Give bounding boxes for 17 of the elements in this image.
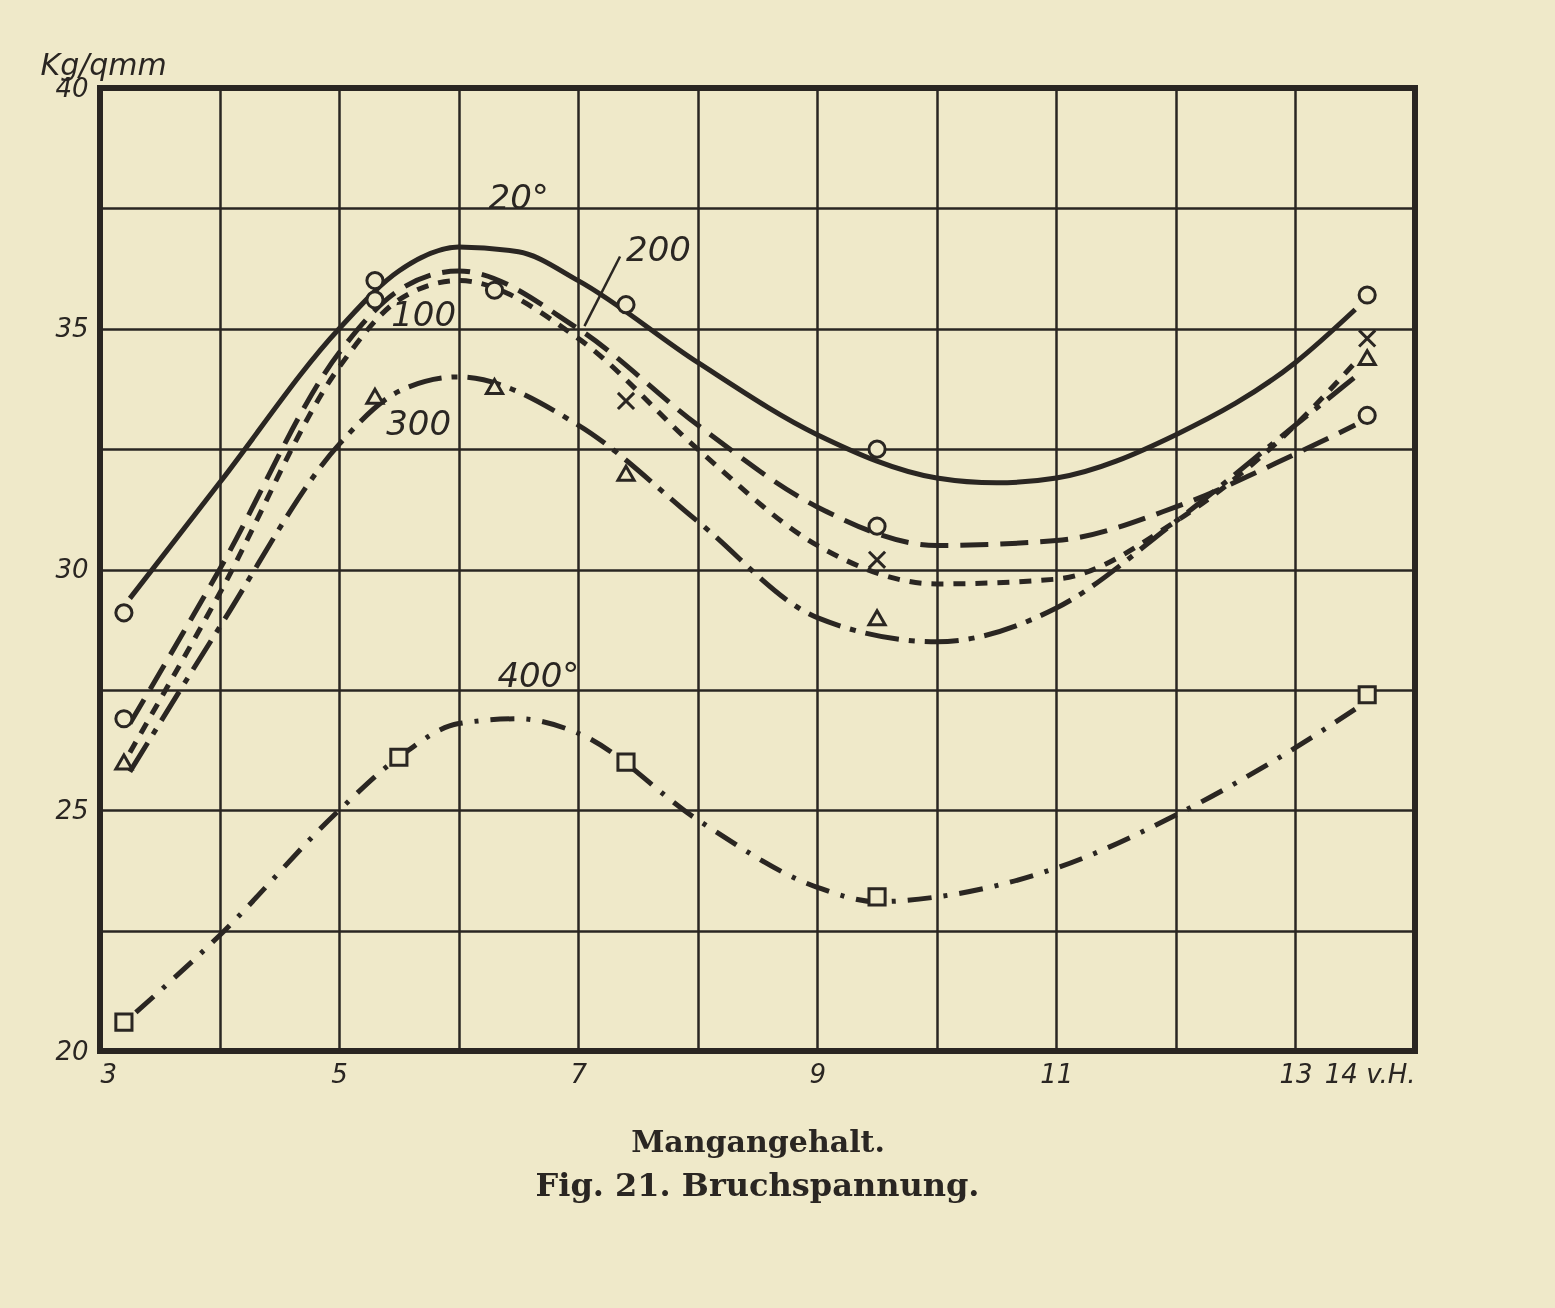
x-tick-label: 5	[331, 1058, 348, 1089]
y-tick-label: 35	[55, 313, 89, 344]
y-tick-label: 30	[55, 554, 89, 584]
text: Fig. 21. Bruchspannung.	[535, 1166, 980, 1204]
series-label: 400°	[497, 654, 580, 695]
x-tick-label: 11	[1040, 1058, 1074, 1089]
x-tick-label: 13	[1279, 1058, 1313, 1089]
text: 200	[626, 228, 691, 269]
y-tick-label: 25	[55, 794, 89, 825]
y-tick-label: 20	[55, 1035, 89, 1066]
series-label: 300	[386, 402, 452, 443]
x-tick-label: 7	[570, 1058, 588, 1089]
x-tick-label: 14 v.H.	[1324, 1058, 1416, 1089]
x-tick-label: 9	[809, 1058, 827, 1089]
series-label: 100	[391, 293, 457, 334]
x-axis-title: Mangangehalt.	[631, 1123, 885, 1159]
x-tick-label: 3	[100, 1058, 118, 1089]
